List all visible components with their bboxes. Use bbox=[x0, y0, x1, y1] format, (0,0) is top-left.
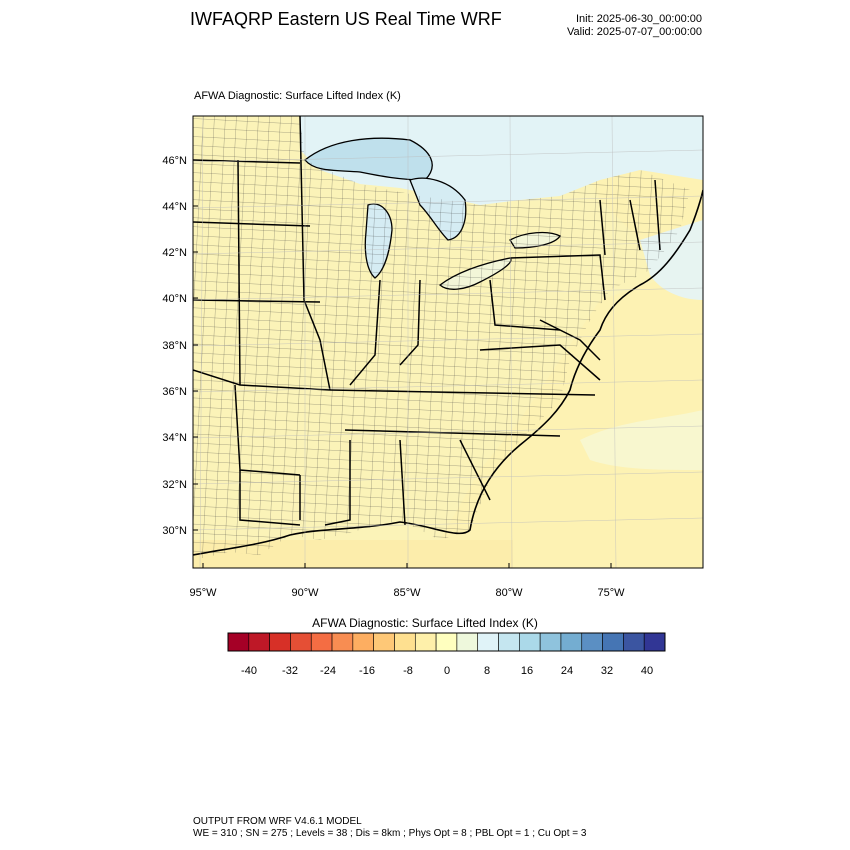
lat-label: 32°N bbox=[162, 479, 187, 491]
lon-axis: 95°W 90°W 85°W 80°W 75°W bbox=[189, 563, 625, 599]
county-mesh bbox=[193, 116, 690, 560]
lat-label: 40°N bbox=[162, 293, 187, 305]
colorbar-swatch bbox=[581, 632, 603, 652]
model-footer: OUTPUT FROM WRF V4.6.1 MODEL WE = 310 ; … bbox=[193, 816, 586, 840]
colorbar-swatch bbox=[331, 632, 354, 652]
colorbar-tick-label: 32 bbox=[601, 665, 613, 677]
lat-label: 30°N bbox=[162, 525, 187, 537]
colorbar-swatch bbox=[227, 632, 250, 652]
colorbar-swatch bbox=[623, 632, 645, 652]
colorbar-swatch bbox=[539, 632, 562, 652]
lat-label: 42°N bbox=[162, 247, 187, 259]
lon-label: 95°W bbox=[189, 587, 217, 599]
colorbar-swatch bbox=[477, 632, 499, 652]
graticule bbox=[193, 116, 703, 568]
colorbar-swatch bbox=[414, 632, 437, 652]
colorbar-swatch bbox=[290, 632, 312, 652]
colorbar-swatch bbox=[394, 632, 416, 652]
colorbar-tick-label: 8 bbox=[484, 665, 490, 677]
map-area bbox=[193, 116, 703, 568]
colorbar-swatches bbox=[227, 632, 666, 652]
plot-title: AFWA Diagnostic: Surface Lifted Index (K… bbox=[194, 90, 401, 102]
valid-time: Valid: 2025-07-07_00:00:00 bbox=[567, 26, 702, 38]
state-boundaries bbox=[193, 116, 661, 526]
footer-line-model: OUTPUT FROM WRF V4.6.1 MODEL bbox=[193, 816, 362, 827]
colorbar-ticks: -40 -32 -24 -16 -8 0 8 16 24 32 40 bbox=[241, 665, 653, 677]
init-time: Init: 2025-06-30_00:00:00 bbox=[576, 13, 702, 25]
colorbar-tick-label: 40 bbox=[641, 665, 653, 677]
colorbar-swatch bbox=[373, 632, 395, 652]
colorbar-swatch bbox=[602, 632, 624, 652]
lat-label: 36°N bbox=[162, 386, 187, 398]
colorbar-swatch bbox=[435, 632, 458, 652]
coastline bbox=[193, 189, 703, 556]
colorbar-swatch bbox=[643, 632, 666, 652]
lon-label: 85°W bbox=[393, 587, 421, 599]
run-info: Init: 2025-06-30_00:00:00 Valid: 2025-07… bbox=[567, 13, 702, 39]
colorbar-swatch bbox=[310, 632, 333, 652]
colorbar-tick-label: 16 bbox=[521, 665, 533, 677]
cool-region-north bbox=[300, 116, 703, 205]
colorbar-tick-label: -40 bbox=[241, 665, 257, 677]
lon-label: 80°W bbox=[495, 587, 523, 599]
lat-label: 38°N bbox=[162, 340, 187, 352]
colorbar-swatch bbox=[269, 632, 291, 652]
colorbar-swatch bbox=[519, 632, 541, 652]
lon-label: 90°W bbox=[291, 587, 319, 599]
colorbar-tick-label: 0 bbox=[444, 665, 450, 677]
colorbar-swatch bbox=[498, 632, 520, 652]
colorbar-tick-label: -8 bbox=[403, 665, 413, 677]
lon-label: 75°W bbox=[597, 587, 625, 599]
lat-label: 34°N bbox=[162, 432, 187, 444]
lat-axis: 46°N 44°N 42°N 40°N 38°N 36°N 34°N 32°N … bbox=[162, 155, 198, 537]
colorbar-tick-label: -32 bbox=[282, 665, 298, 677]
colorbar-swatch bbox=[560, 632, 583, 652]
footer-line-config: WE = 310 ; SN = 275 ; Levels = 38 ; Dis … bbox=[193, 828, 587, 839]
lat-label: 46°N bbox=[162, 155, 187, 167]
colorbar-swatch bbox=[352, 632, 374, 652]
atlantic-mid bbox=[580, 410, 703, 470]
colorbar-tick-label: 24 bbox=[561, 665, 573, 677]
colorbar-tick-label: -16 bbox=[359, 665, 375, 677]
colorbar-swatch bbox=[248, 632, 270, 652]
lat-label: 44°N bbox=[162, 201, 187, 213]
colorbar-tick-label: -24 bbox=[320, 665, 336, 677]
main-title: IWFAQRP Eastern US Real Time WRF bbox=[190, 9, 502, 29]
colorbar-frame bbox=[227, 632, 666, 652]
colorbar-swatch bbox=[456, 632, 479, 652]
map-frame bbox=[192, 115, 704, 569]
colorbar-title: AFWA Diagnostic: Surface Lifted Index (K… bbox=[312, 616, 538, 630]
